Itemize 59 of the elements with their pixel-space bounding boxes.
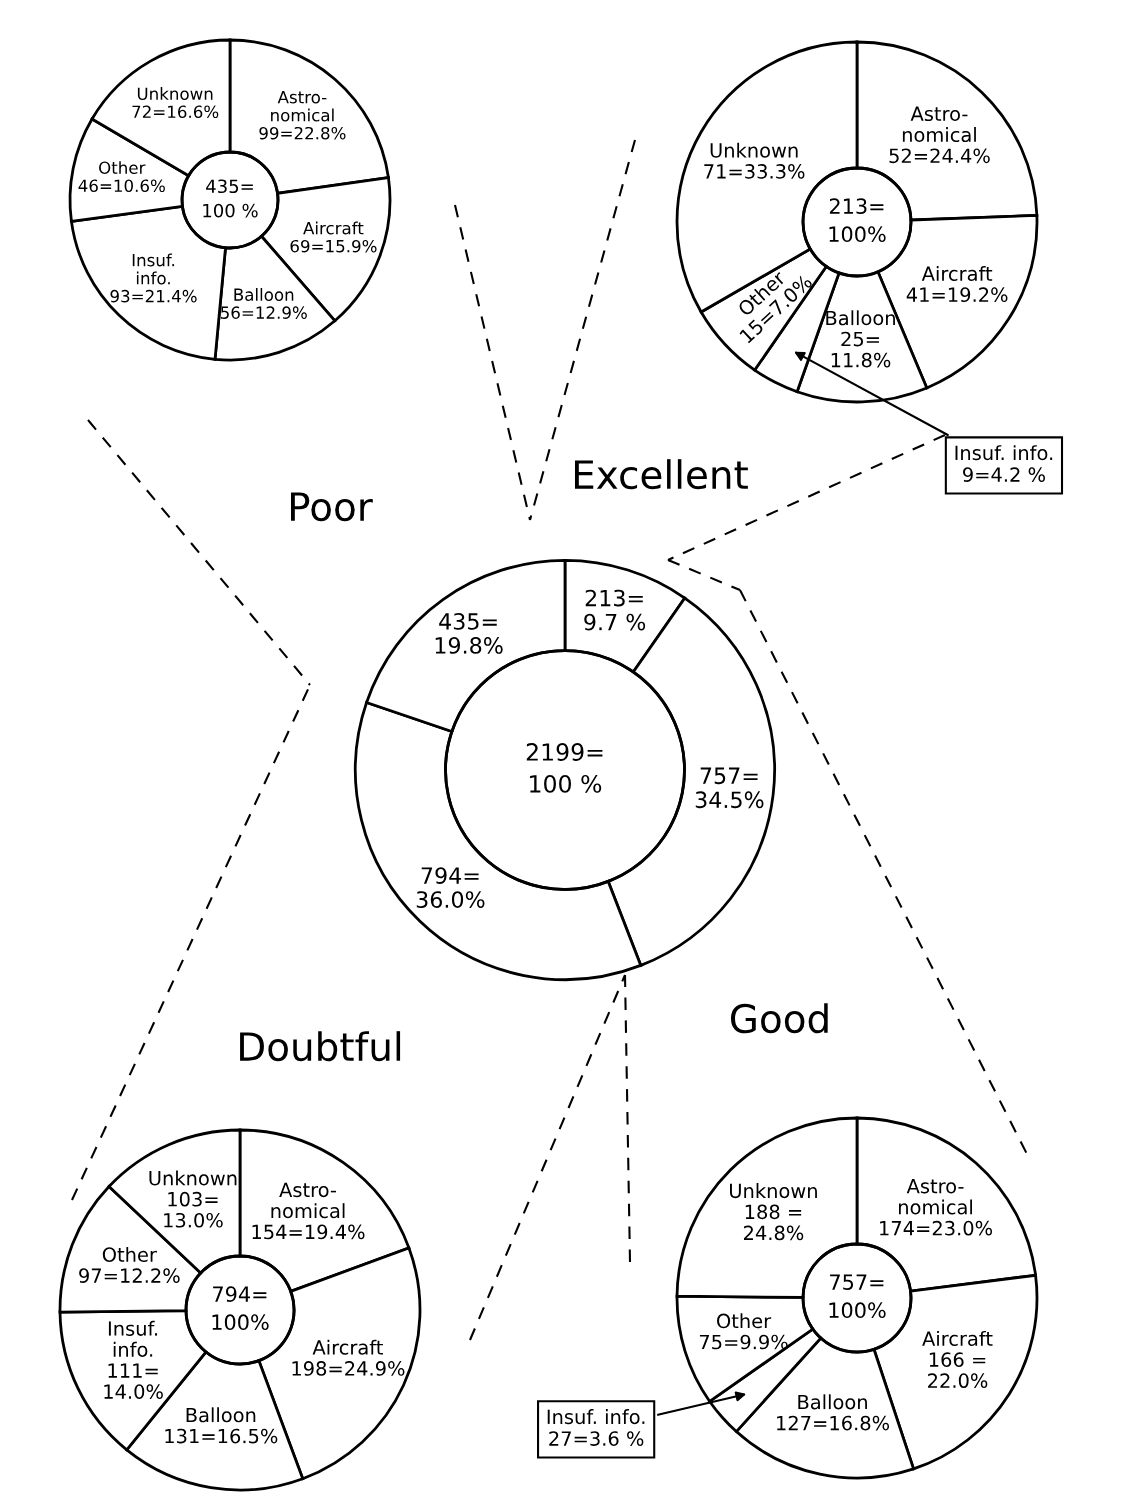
data-label: 166 = 22.0% <box>928 1352 988 1389</box>
data-label: 97=12.2% <box>79 1268 180 1283</box>
data-label: 69=15.9% <box>290 239 377 253</box>
data-label: 188 = 24.8% <box>743 1204 804 1241</box>
slice-label: Aircraft <box>303 221 364 235</box>
chart-title: Doubtful <box>240 1031 401 1062</box>
slice-label: Aircraft <box>312 1339 383 1355</box>
slice-label: Astro- nomical <box>902 106 976 143</box>
data-label: 111= 14.0% <box>104 1363 163 1399</box>
slice-label: Unknown <box>710 142 798 158</box>
slice-label: Insuf. info. <box>547 1409 645 1425</box>
slice-label: Other <box>717 1313 772 1329</box>
data-label: 131=16.5% <box>165 1428 278 1444</box>
data-label: 93=21.4% <box>110 289 197 303</box>
slice-label: Insuf. info. <box>132 253 175 285</box>
slice-label: Balloon <box>826 310 895 326</box>
data-label: 46=10.6% <box>78 179 165 193</box>
data-label: 75=9.9% <box>699 1334 788 1350</box>
slice-label: Astro- nomical <box>271 1182 345 1219</box>
slice-label: Insuf. info. <box>955 445 1053 461</box>
data-label: 71=33.3% <box>704 164 805 179</box>
slice-label: Unknown <box>729 1183 817 1199</box>
slice-label: Astro- nomical <box>271 91 334 122</box>
text: Excellent <box>574 459 748 490</box>
data-label: 794= 36.0% <box>416 867 485 908</box>
text: 2199= 100 % <box>526 743 603 793</box>
slice-label: Unknown <box>137 87 213 101</box>
slice-label: Balloon <box>186 1407 256 1423</box>
slice-label: Unknown <box>149 1170 237 1186</box>
data-label: 56=12.9% <box>220 306 307 319</box>
data-label: 198=24.9% <box>292 1361 405 1376</box>
slice-label: Other <box>99 161 146 175</box>
data-label: 99=22.8% <box>259 126 346 140</box>
data-label: 127=16.8% <box>777 1415 890 1431</box>
text: 435= 100 % <box>203 179 258 218</box>
data-label: 757= 34.5% <box>695 767 764 809</box>
slice-label: Astro- nomical <box>899 1179 972 1215</box>
chart-title: Good <box>730 1003 828 1034</box>
data-label: 435= 19.8% <box>435 612 503 654</box>
data-label: 41=19.2% <box>906 287 1008 303</box>
data-label: 103= 13.0% <box>164 1191 223 1228</box>
slice-label: Aircraft <box>921 265 993 282</box>
text: 213= 100% <box>829 198 886 243</box>
slice-label: Aircraft <box>922 1330 993 1346</box>
data-label: 72=16.6% <box>132 105 219 119</box>
data-label: 154=19.4% <box>252 1224 365 1240</box>
data-label: 9=4.2 % <box>963 467 1045 482</box>
data-label: 213= 9.7 % <box>584 589 646 631</box>
data-label: 174=23.0% <box>880 1220 993 1236</box>
data-label: 27=3.6 % <box>549 1431 644 1446</box>
text: 757= 100% <box>829 1274 886 1319</box>
text: 794= 100% <box>212 1286 269 1331</box>
data-label: 25= 11.8% <box>831 331 891 368</box>
text: Poor <box>291 492 373 522</box>
slice-label: Balloon <box>234 288 294 301</box>
slice-label: Insuf. info. <box>108 1320 158 1357</box>
slice-label: Other <box>102 1246 157 1262</box>
data-label: 52=24.4% <box>889 148 990 164</box>
slice-label: Balloon <box>798 1394 867 1410</box>
